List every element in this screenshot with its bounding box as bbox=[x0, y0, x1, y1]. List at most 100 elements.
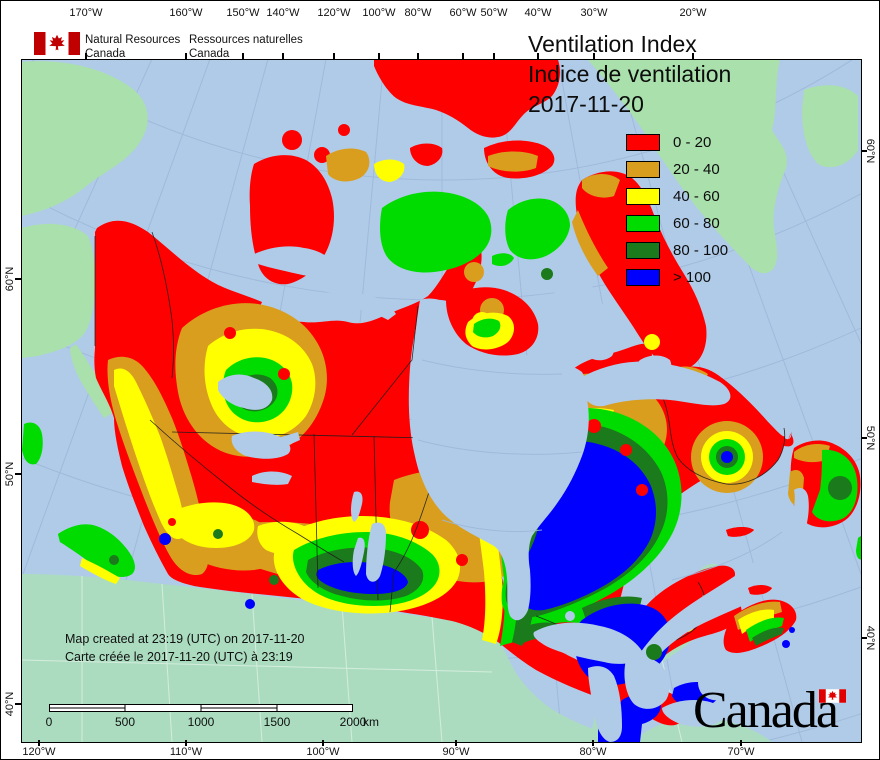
wordmark-text: Canada bbox=[693, 682, 839, 739]
scale-bar bbox=[49, 704, 353, 712]
title-fr: Indice de ventilation bbox=[528, 61, 732, 87]
tick bbox=[85, 53, 87, 59]
lake-athabasca bbox=[252, 471, 292, 485]
tick bbox=[493, 53, 495, 59]
lon-label-top: 140°W bbox=[266, 7, 300, 19]
scale-label: 2000 bbox=[339, 715, 367, 729]
legend-swatch bbox=[626, 242, 660, 259]
lon-label-top: 80°W bbox=[404, 7, 432, 19]
legend-label: 0 - 20 bbox=[673, 134, 712, 151]
lake-michigan bbox=[588, 666, 622, 742]
scale-unit: km bbox=[363, 715, 379, 729]
lon-label-top: 170°W bbox=[69, 7, 103, 19]
tick bbox=[15, 473, 21, 475]
lon-label-bottom: 90°W bbox=[442, 746, 470, 758]
title-en: Ventilation Index bbox=[528, 31, 697, 57]
tick bbox=[537, 53, 539, 59]
greenland-land bbox=[584, 60, 787, 274]
lac-st-jean-core bbox=[646, 644, 662, 660]
map-title: Ventilation Index Indice de ventilation … bbox=[528, 29, 731, 119]
scale-label: 1000 bbox=[187, 715, 215, 729]
legend-label: 60 - 80 bbox=[673, 215, 720, 232]
lake-ontario bbox=[698, 677, 738, 701]
lon-label-top: 30°W bbox=[580, 7, 608, 19]
bay-mouth-islands bbox=[58, 287, 772, 660]
greenland-east-island bbox=[802, 85, 858, 168]
canada-flag-icon bbox=[34, 32, 80, 55]
us-state-borders bbox=[22, 576, 683, 742]
arctic-islet bbox=[314, 147, 330, 163]
tick bbox=[861, 637, 867, 639]
lon-label-top: 60°W bbox=[449, 7, 477, 19]
legend-row: 20 - 40 bbox=[626, 161, 728, 178]
lon-label-top: 50°W bbox=[480, 7, 508, 19]
lon-label-top: 150°W bbox=[226, 7, 260, 19]
lon-label-bottom: 110°W bbox=[169, 746, 203, 758]
great-bear-lake bbox=[218, 374, 273, 410]
legend: 0 - 20 20 - 40 40 - 60 60 - 80 80 - 100 … bbox=[626, 134, 728, 296]
logo-en-line2: Canada bbox=[85, 48, 126, 60]
tick bbox=[455, 740, 457, 746]
legend-row: 0 - 20 bbox=[626, 134, 728, 151]
alaska-panhandle bbox=[70, 344, 114, 418]
legend-swatch bbox=[626, 134, 660, 151]
tick bbox=[861, 150, 867, 152]
lon-label-bottom: 120°W bbox=[22, 746, 56, 758]
arctic-islet bbox=[282, 130, 302, 150]
title-date: 2017-11-20 bbox=[528, 91, 644, 117]
parry-island-red bbox=[410, 143, 443, 166]
scale-bar-graphic bbox=[49, 704, 353, 712]
legend-swatch bbox=[626, 215, 660, 232]
tick bbox=[322, 740, 324, 746]
reindeer-lake bbox=[351, 491, 363, 522]
lake-huron bbox=[624, 656, 670, 709]
great-slave-lake bbox=[231, 431, 291, 459]
legend-label: 40 - 60 bbox=[673, 188, 720, 205]
created-en: Map created at 23:19 (UTC) on 2017-11-20 bbox=[65, 632, 305, 646]
created-text: Map created at 23:19 (UTC) on 2017-11-20… bbox=[65, 630, 304, 666]
ungava-bay bbox=[636, 355, 672, 388]
russia-land bbox=[22, 61, 148, 217]
tick bbox=[15, 278, 21, 280]
hudson-bay bbox=[411, 298, 589, 621]
legend-label: 20 - 40 bbox=[673, 161, 720, 178]
legend-label: 80 - 100 bbox=[673, 242, 729, 259]
gulf-of-st-lawrence bbox=[634, 488, 809, 668]
tick bbox=[861, 437, 867, 439]
ellesmere-island bbox=[374, 60, 560, 138]
arctic-islet bbox=[338, 124, 350, 136]
lake-erie bbox=[662, 700, 725, 727]
legend-label: > 100 bbox=[673, 269, 711, 286]
tick bbox=[692, 53, 694, 59]
lake-nipigon bbox=[565, 611, 575, 621]
tick bbox=[185, 740, 187, 746]
tick bbox=[282, 53, 284, 59]
logo-en-line1: Natural Resources bbox=[85, 34, 181, 46]
graticule-over-bay bbox=[417, 359, 783, 581]
legend-row: 40 - 60 bbox=[626, 188, 728, 205]
created-fr: Carte créée le 2017-11-20 (UTC) à 23:19 bbox=[65, 650, 293, 664]
tick bbox=[417, 53, 419, 59]
lon-label-bottom: 70°W bbox=[727, 746, 755, 758]
logo-fr-line2: Canada bbox=[189, 48, 230, 60]
legend-row: 60 - 80 bbox=[626, 215, 728, 232]
ventilation-map bbox=[22, 60, 861, 742]
tick bbox=[242, 53, 244, 59]
canada-wordmark: Canada bbox=[693, 681, 861, 739]
lake-winnipeg bbox=[366, 522, 386, 582]
lake-superior bbox=[533, 622, 644, 664]
usa-land bbox=[22, 574, 628, 742]
tick bbox=[185, 53, 187, 59]
tick bbox=[462, 53, 464, 59]
scale-label: 1500 bbox=[263, 715, 291, 729]
lon-label-top: 20°W bbox=[679, 7, 707, 19]
lon-label-bottom: 100°W bbox=[306, 746, 340, 758]
legend-row: > 100 bbox=[626, 269, 728, 286]
lon-label-top: 40°W bbox=[524, 7, 552, 19]
logo-fr-line1: Ressources naturelles bbox=[189, 34, 303, 46]
anticosti-redraw bbox=[726, 527, 754, 537]
tick bbox=[333, 53, 335, 59]
great-slave-east-arm bbox=[278, 432, 300, 448]
logo-text-en: Natural Resources Canada bbox=[85, 33, 180, 61]
